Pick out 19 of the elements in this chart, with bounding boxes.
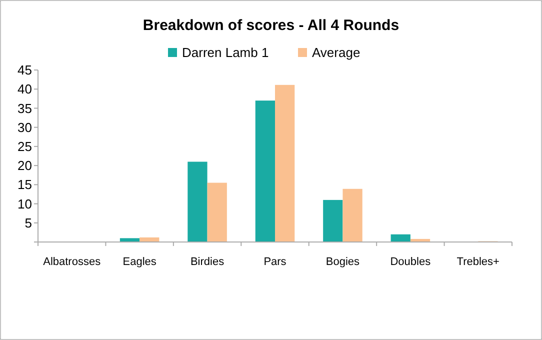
x-tick-label: Birdies <box>190 256 225 268</box>
legend-label: Average <box>312 45 360 60</box>
x-tick-label: Pars <box>264 256 287 268</box>
y-tick-label: 40 <box>18 82 32 97</box>
chart-title: Breakdown of scores - All 4 Rounds <box>142 17 400 34</box>
x-tick-label: Bogies <box>326 256 360 268</box>
y-tick-label: 5 <box>24 215 32 230</box>
y-tick-label: 25 <box>18 138 32 154</box>
x-tick-label: Trebles+ <box>456 256 500 268</box>
x-tick-label: Doubles <box>390 256 432 268</box>
y-tick-label: 10 <box>18 196 32 212</box>
y-tick-label: 30 <box>18 120 32 135</box>
legend-label: Darren Lamb 1 <box>182 45 269 60</box>
y-tick-label: 45 <box>18 62 32 78</box>
y-tick-label: 15 <box>18 177 32 192</box>
y-tick-label: 20 <box>18 158 32 174</box>
x-tick-label: Albatrosses <box>43 256 102 268</box>
x-tick-label: Eagles <box>122 256 157 268</box>
y-tick-label: 35 <box>18 100 32 116</box>
